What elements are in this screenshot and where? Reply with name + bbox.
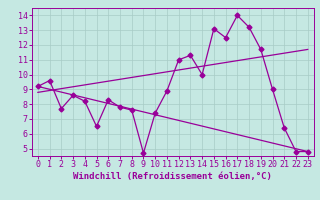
X-axis label: Windchill (Refroidissement éolien,°C): Windchill (Refroidissement éolien,°C) bbox=[73, 172, 272, 181]
